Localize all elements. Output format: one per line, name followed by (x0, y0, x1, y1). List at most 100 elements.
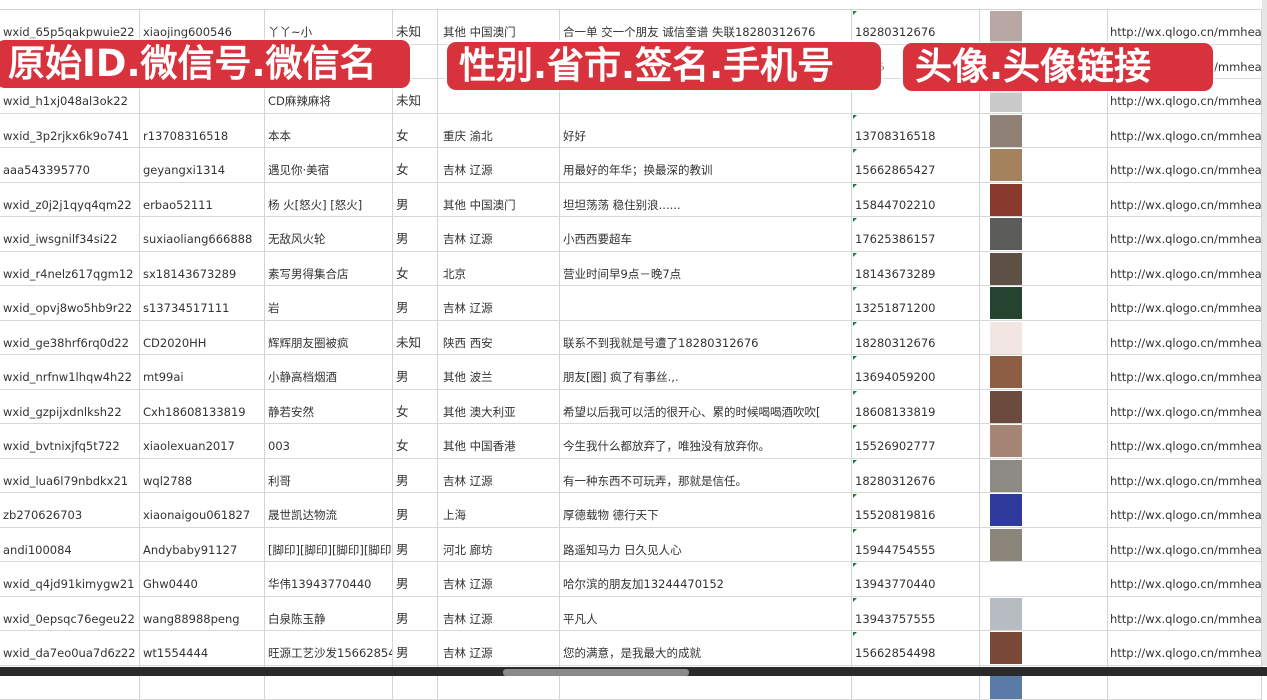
wechat-id-cell[interactable]: r13708316518 (140, 114, 265, 148)
region-cell[interactable]: 吉林 辽源 (438, 286, 560, 320)
signature-cell[interactable]: 哈尔滨的朋友加13244470152 (560, 562, 852, 596)
wechat-name-cell[interactable]: 静若安然 (265, 390, 393, 424)
avatar-url-cell[interactable]: http://wx.qlogo.cn/mmhead (1108, 286, 1262, 320)
phone-cell[interactable]: 15526902777 (852, 424, 980, 458)
avatar-cell[interactable] (980, 10, 1108, 44)
region-cell[interactable]: 吉林 辽源 (438, 217, 560, 251)
gender-cell[interactable]: 女 (393, 114, 438, 148)
original-id-cell[interactable]: wxid_r4nelz617qgm12 (0, 252, 140, 286)
gender-cell[interactable]: 男 (393, 286, 438, 320)
avatar-cell[interactable] (980, 286, 1108, 320)
phone-cell[interactable]: 17625386157 (852, 217, 980, 251)
wechat-name-cell[interactable]: 杨 火[怒火] [怒火] (265, 183, 393, 217)
gender-cell[interactable]: 男 (393, 597, 438, 631)
gender-cell[interactable]: 男 (393, 493, 438, 527)
wechat-name-cell[interactable]: 无敌风火轮 (265, 217, 393, 251)
wechat-id-cell[interactable]: geyangxi1314 (140, 148, 265, 182)
wechat-name-cell[interactable]: 003 (265, 424, 393, 458)
avatar-url-cell[interactable]: http://wx.qlogo.cn/mmhead (1108, 217, 1262, 251)
avatar-url-cell[interactable]: http://wx.qlogo.cn/mmhead (1108, 528, 1262, 562)
signature-cell[interactable] (560, 286, 852, 320)
avatar-cell[interactable] (980, 459, 1108, 493)
phone-cell[interactable]: 15944754555 (852, 528, 980, 562)
phone-cell[interactable]: 13943757555 (852, 597, 980, 631)
phone-cell[interactable]: 13708316518 (852, 114, 980, 148)
region-cell[interactable]: 吉林 辽源 (438, 459, 560, 493)
avatar-cell[interactable] (980, 321, 1108, 355)
wechat-name-cell[interactable]: 岩 (265, 286, 393, 320)
avatar-url-cell[interactable]: http://wx.qlogo.cn/mmhead (1108, 114, 1262, 148)
signature-cell[interactable]: 有一种东西不可玩弄，那就是信任。 (560, 459, 852, 493)
original-id-cell[interactable]: wxid_3p2rjkx6k9o741 (0, 114, 140, 148)
gender-cell[interactable]: 女 (393, 148, 438, 182)
avatar-url-cell[interactable]: http://wx.qlogo.cn/mmhead (1108, 252, 1262, 286)
avatar-url-cell[interactable]: http://wx.qlogo.cn/mmhead (1108, 183, 1262, 217)
phone-cell[interactable]: 18143673289 (852, 252, 980, 286)
signature-cell[interactable]: 今生我什么都放弃了，唯独没有放弃你。 (560, 424, 852, 458)
original-id-cell[interactable]: wxid_z0j2j1qyq4qm22 (0, 183, 140, 217)
phone-cell[interactable]: 18280312676 (852, 10, 980, 44)
region-cell[interactable]: 吉林 辽源 (438, 597, 560, 631)
phone-cell[interactable]: 18280312676 (852, 459, 980, 493)
gender-cell[interactable]: 女 (393, 390, 438, 424)
signature-cell[interactable]: 厚德载物 德行天下 (560, 493, 852, 527)
avatar-cell[interactable] (980, 631, 1108, 665)
avatar-url-cell[interactable]: http://wx.qlogo.cn/mmhead (1108, 424, 1262, 458)
signature-cell[interactable]: 坦坦荡荡 稳住别浪...... (560, 183, 852, 217)
wechat-id-cell[interactable]: wt1554444 (140, 631, 265, 665)
wechat-name-cell[interactable]: 素写男得集合店 (265, 252, 393, 286)
region-cell[interactable]: 其他 中国澳门 (438, 183, 560, 217)
avatar-url-cell[interactable]: http://wx.qlogo.cn/mmhead (1108, 10, 1262, 44)
avatar-url-cell[interactable]: http://wx.qlogo.cn/mmhead (1108, 631, 1262, 665)
signature-cell[interactable]: 小西西要超车 (560, 217, 852, 251)
avatar-url-cell[interactable]: http://wx.qlogo.cn/mmhead (1108, 459, 1262, 493)
phone-cell[interactable]: 18280312676 (852, 321, 980, 355)
avatar-cell[interactable] (980, 562, 1108, 596)
wechat-id-cell[interactable]: mt99ai (140, 355, 265, 389)
signature-cell[interactable]: 好好 (560, 114, 852, 148)
region-cell[interactable]: 其他 澳大利亚 (438, 390, 560, 424)
avatar-url-cell[interactable]: http://wx.qlogo.cn/mmhead (1108, 597, 1262, 631)
wechat-id-cell[interactable]: sx18143673289 (140, 252, 265, 286)
original-id-cell[interactable]: wxid_q4jd91kimygw21 (0, 562, 140, 596)
wechat-id-cell[interactable]: xiaonaigou061827 (140, 493, 265, 527)
gender-cell[interactable]: 男 (393, 562, 438, 596)
avatar-url-cell[interactable]: http://wx.qlogo.cn/mmhead (1108, 562, 1262, 596)
gender-cell[interactable]: 女 (393, 252, 438, 286)
region-cell[interactable]: 其他 中国澳门 (438, 10, 560, 44)
signature-cell[interactable]: 路遥知马力 日久见人心 (560, 528, 852, 562)
region-cell[interactable]: 河北 廊坊 (438, 528, 560, 562)
wechat-id-cell[interactable]: xiaojing600546 (140, 10, 265, 44)
wechat-name-cell[interactable]: 白泉陈玉静 (265, 597, 393, 631)
region-cell[interactable]: 吉林 辽源 (438, 631, 560, 665)
region-cell[interactable]: 陕西 西安 (438, 321, 560, 355)
gender-cell[interactable]: 男 (393, 631, 438, 665)
avatar-cell[interactable] (980, 528, 1108, 562)
phone-cell[interactable]: 15662854498 (852, 631, 980, 665)
wechat-id-cell[interactable]: erbao52111 (140, 183, 265, 217)
signature-cell[interactable]: 用最好的年华；换最深的教训 (560, 148, 852, 182)
wechat-name-cell[interactable]: 华伟13943770440 (265, 562, 393, 596)
avatar-url-cell[interactable]: http://wx.qlogo.cn/mmhead (1108, 355, 1262, 389)
phone-cell[interactable]: 13943770440 (852, 562, 980, 596)
avatar-cell[interactable] (980, 183, 1108, 217)
wechat-name-cell[interactable]: [脚印][脚印][脚印][脚印 (265, 528, 393, 562)
avatar-cell[interactable] (980, 217, 1108, 251)
phone-cell[interactable]: 18608133819 (852, 390, 980, 424)
wechat-id-cell[interactable]: s13734517111 (140, 286, 265, 320)
signature-cell[interactable]: 您的满意，是我最大的成就 (560, 631, 852, 665)
region-cell[interactable]: 吉林 辽源 (438, 148, 560, 182)
signature-cell[interactable]: 联系不到我就是号遭了18280312676 (560, 321, 852, 355)
region-cell[interactable]: 上海 (438, 493, 560, 527)
wechat-name-cell[interactable]: 旺源工艺沙发15662854 (265, 631, 393, 665)
signature-cell[interactable]: 希望以后我可以活的很开心、累的时候喝喝酒吹吹[ (560, 390, 852, 424)
avatar-cell[interactable] (980, 355, 1108, 389)
avatar-cell[interactable] (980, 597, 1108, 631)
region-cell[interactable]: 北京 (438, 252, 560, 286)
original-id-cell[interactable]: wxid_65p5qakpwuie22 (0, 10, 140, 44)
wechat-name-cell[interactable]: 晟世凯达物流 (265, 493, 393, 527)
avatar-url-cell[interactable]: http://wx.qlogo.cn/mmhead (1108, 390, 1262, 424)
avatar-cell[interactable] (980, 493, 1108, 527)
phone-cell[interactable]: 15662865427 (852, 148, 980, 182)
wechat-id-cell[interactable]: Ghw0440 (140, 562, 265, 596)
